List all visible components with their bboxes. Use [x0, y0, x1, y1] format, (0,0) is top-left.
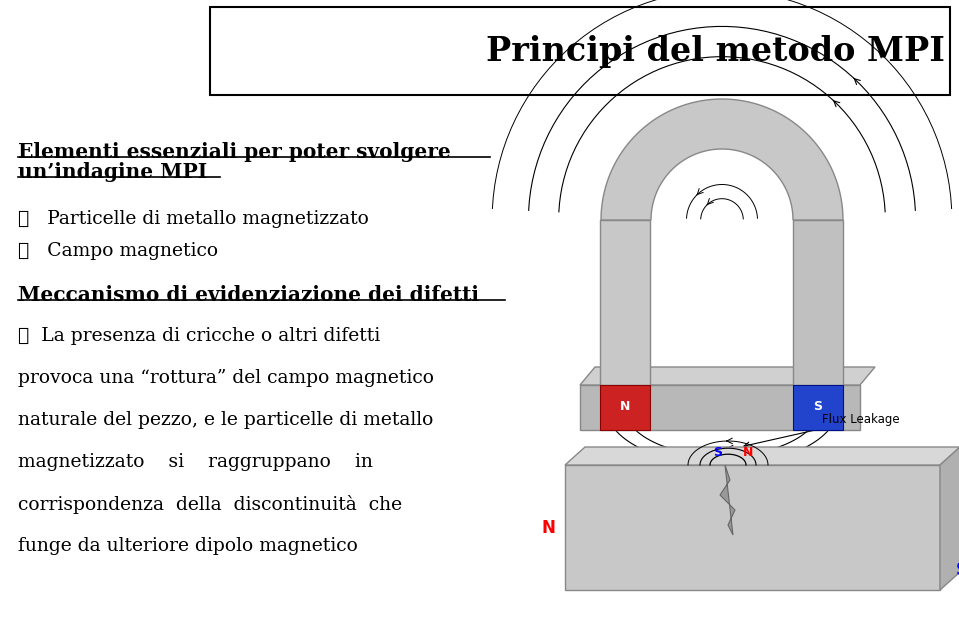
Polygon shape: [565, 447, 959, 465]
Polygon shape: [580, 385, 860, 430]
Text: N: N: [743, 446, 753, 459]
Text: N: N: [541, 519, 555, 537]
Text: provoca una “rottura” del campo magnetico: provoca una “rottura” del campo magnetic…: [18, 369, 434, 387]
Text: Flux Leakage: Flux Leakage: [823, 414, 900, 426]
Polygon shape: [720, 465, 735, 535]
Polygon shape: [940, 447, 959, 590]
Polygon shape: [600, 220, 650, 385]
Text: naturale del pezzo, e le particelle di metallo: naturale del pezzo, e le particelle di m…: [18, 411, 433, 429]
Text: funge da ulteriore dipolo magnetico: funge da ulteriore dipolo magnetico: [18, 537, 358, 555]
Text: magnetizzato    si    raggruppano    in: magnetizzato si raggruppano in: [18, 453, 373, 471]
Text: corrispondenza  della  discontinuità  che: corrispondenza della discontinuità che: [18, 495, 402, 514]
Text: S: S: [713, 446, 722, 459]
FancyBboxPatch shape: [793, 385, 843, 430]
FancyBboxPatch shape: [210, 7, 950, 95]
Text: Principi del metodo MPI: Principi del metodo MPI: [486, 34, 945, 68]
Text: ✓   Campo magnetico: ✓ Campo magnetico: [18, 242, 218, 260]
Polygon shape: [793, 220, 843, 385]
Text: S: S: [813, 401, 823, 414]
Text: Meccanismo di evidenziazione dei difetti: Meccanismo di evidenziazione dei difetti: [18, 285, 479, 305]
Text: Elementi essenziali per poter svolgere: Elementi essenziali per poter svolgere: [18, 142, 451, 162]
FancyBboxPatch shape: [565, 465, 940, 590]
Polygon shape: [580, 367, 875, 385]
FancyBboxPatch shape: [600, 385, 650, 430]
Polygon shape: [601, 99, 843, 220]
Text: ✓   Particelle di metallo magnetizzato: ✓ Particelle di metallo magnetizzato: [18, 210, 369, 228]
Text: ✓  La presenza di cricche o altri difetti: ✓ La presenza di cricche o altri difetti: [18, 327, 381, 345]
Text: un’indagine MPI: un’indagine MPI: [18, 162, 207, 182]
Text: N: N: [620, 401, 630, 414]
Text: S: S: [956, 561, 959, 579]
